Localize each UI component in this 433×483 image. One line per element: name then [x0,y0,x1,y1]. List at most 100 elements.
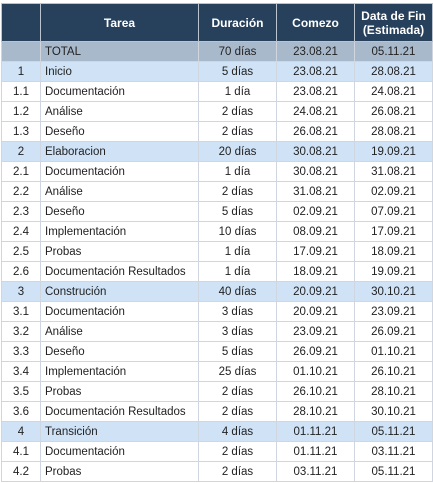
cell-task: Documentación [40,441,199,462]
cell-id: 4.1 [1,441,41,462]
cell-id: 4 [1,421,41,442]
table-row: 3.6 Documentación Resultados 2 días 28.10.2… [1,401,433,422]
cell-id: 2.4 [1,221,41,242]
cell-duration: 1 día [198,261,277,282]
table-row: 3.3 Deseño 5 días 26.09.21 01.10.21 [1,341,433,362]
cell-duration: 2 días [198,461,277,482]
header-end: Data de Fin (Estimada) [354,3,433,42]
table-row: 3.4 Implementación 25 días 01.10.21 26.10.21 [1,361,433,382]
cell-task: Probas [40,241,199,262]
cell-id: 3.6 [1,401,41,422]
header-id [1,3,41,42]
cell-duration: 2 días [198,101,277,122]
phase-row: 2 Elaboracion 20 días 30.08.21 19.09.21 [1,141,433,162]
cell-end: 28.08.21 [354,61,433,82]
cell-duration: 1 día [198,81,277,102]
table-row: 3.5 Probas 2 días 26.10.21 28.10.21 [1,381,433,402]
cell-id [1,41,41,62]
table-row: 1.2 Análise 2 días 24.08.21 26.08.21 [1,101,433,122]
cell-start: 08.09.21 [276,221,355,242]
cell-start: 01.11.21 [276,421,355,442]
cell-id: 1 [1,61,41,82]
table-row: 2.2 Análise 2 días 31.08.21 02.09.21 [1,181,433,202]
cell-task: Documentación [40,301,199,322]
cell-end: 24.08.21 [354,81,433,102]
cell-duration: 70 días [198,41,277,62]
cell-end: 05.11.21 [354,421,433,442]
table-row: 2.5 Probas 1 día 17.09.21 18.09.21 [1,241,433,262]
cell-task: Probas [40,381,199,402]
cell-start: 01.11.21 [276,441,355,462]
cell-id: 2.3 [1,201,41,222]
cell-start: 30.08.21 [276,141,355,162]
schedule-table: Tarea Duración Comezo Data de Fin (Estim… [1,3,433,482]
cell-end: 26.10.21 [354,361,433,382]
cell-id: 2 [1,141,41,162]
cell-start: 24.08.21 [276,101,355,122]
cell-id: 2.5 [1,241,41,262]
cell-duration: 1 día [198,161,277,182]
cell-end: 19.09.21 [354,261,433,282]
cell-end: 26.08.21 [354,101,433,122]
cell-end: 02.09.21 [354,181,433,202]
cell-id: 4.2 [1,461,41,482]
cell-task: Transición [40,421,199,442]
table-row: 4.2 Probas 2 días 03.11.21 05.11.21 [1,461,433,482]
cell-end: 26.09.21 [354,321,433,342]
cell-task: Inicio [40,61,199,82]
cell-end: 05.11.21 [354,41,433,62]
cell-task: Documentación Resultados [40,261,199,282]
header-row: Tarea Duración Comezo Data de Fin (Estim… [1,3,433,42]
phase-row: 4 Transición 4 días 01.11.21 05.11.21 [1,421,433,442]
table-row: 2.4 Implementación 10 días 08.09.21 17.09.21 [1,221,433,242]
cell-id: 1.1 [1,81,41,102]
cell-end: 03.11.21 [354,441,433,462]
cell-end: 31.08.21 [354,161,433,182]
cell-task: Probas [40,461,199,482]
cell-start: 23.08.21 [276,81,355,102]
cell-id: 1.2 [1,101,41,122]
table-row: 4.1 Documentación 2 días 01.11.21 03.11.21 [1,441,433,462]
cell-duration: 20 días [198,141,277,162]
cell-id: 3.3 [1,341,41,362]
cell-start: 18.09.21 [276,261,355,282]
cell-end: 01.10.21 [354,341,433,362]
cell-id: 3.2 [1,321,41,342]
cell-task: Deseño [40,201,199,222]
cell-id: 1.3 [1,121,41,142]
cell-duration: 4 días [198,421,277,442]
cell-duration: 3 días [198,321,277,342]
cell-end: 18.09.21 [354,241,433,262]
total-row: TOTAL 70 días 23.08.21 05.11.21 [1,41,433,62]
cell-task: TOTAL [40,41,199,62]
cell-start: 23.08.21 [276,41,355,62]
cell-task: Análise [40,181,199,202]
cell-id: 3.1 [1,301,41,322]
cell-start: 17.09.21 [276,241,355,262]
cell-end: 19.09.21 [354,141,433,162]
table-row: 3.2 Análise 3 días 23.09.21 26.09.21 [1,321,433,342]
cell-start: 01.10.21 [276,361,355,382]
table-row: 1.1 Documentación 1 día 23.08.21 24.08.21 [1,81,433,102]
cell-start: 26.10.21 [276,381,355,402]
cell-duration: 2 días [198,401,277,422]
cell-start: 20.09.21 [276,281,355,302]
cell-task: Elaboracion [40,141,199,162]
header-task: Tarea [40,3,199,42]
cell-duration: 1 día [198,241,277,262]
cell-duration: 40 días [198,281,277,302]
cell-end: 30.10.21 [354,401,433,422]
cell-duration: 5 días [198,341,277,362]
table-row: 1.3 Deseño 2 días 26.08.21 28.08.21 [1,121,433,142]
cell-duration: 5 días [198,201,277,222]
cell-task: Implementación [40,221,199,242]
cell-duration: 2 días [198,381,277,402]
cell-end: 30.10.21 [354,281,433,302]
cell-start: 20.09.21 [276,301,355,322]
cell-start: 03.11.21 [276,461,355,482]
cell-end: 28.08.21 [354,121,433,142]
table-row: 2.3 Deseño 5 días 02.09.21 07.09.21 [1,201,433,222]
cell-end: 07.09.21 [354,201,433,222]
cell-end: 23.09.21 [354,301,433,322]
cell-start: 31.08.21 [276,181,355,202]
